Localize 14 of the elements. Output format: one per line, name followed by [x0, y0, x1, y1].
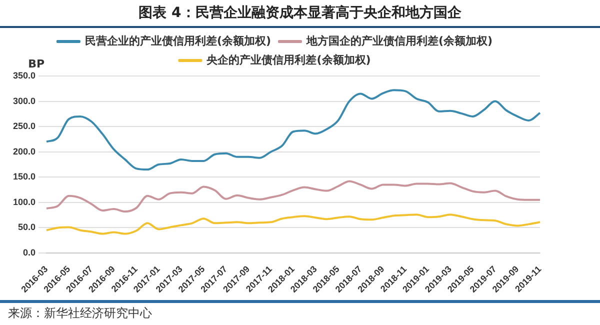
- legend-label: 民营企业的产业债信用利差(余额加权): [84, 34, 272, 48]
- y-tick-label: 200.0: [12, 146, 36, 156]
- y-tick-label: 0.0: [23, 247, 36, 258]
- y-tick-label: 150.0: [12, 172, 36, 182]
- chart-title: 图表 4：民营企业融资成本显著高于央企和地方国企: [0, 0, 600, 28]
- y-tick-label: 350.0: [12, 70, 36, 80]
- y-axis-title: BP: [28, 57, 45, 70]
- y-tick-label: 300.0: [12, 96, 36, 106]
- legend-label: 地方国企的产业债信用利差(余额加权): [306, 34, 493, 48]
- y-tick-label: 50.0: [18, 222, 36, 232]
- source-note: 来源：新华社经济研究中心: [0, 300, 600, 325]
- y-tick-label: 100.0: [12, 196, 36, 207]
- y-tick-label: 250.0: [12, 121, 36, 132]
- legend-label: 央企的产业债信用利差(余额加权): [206, 53, 371, 66]
